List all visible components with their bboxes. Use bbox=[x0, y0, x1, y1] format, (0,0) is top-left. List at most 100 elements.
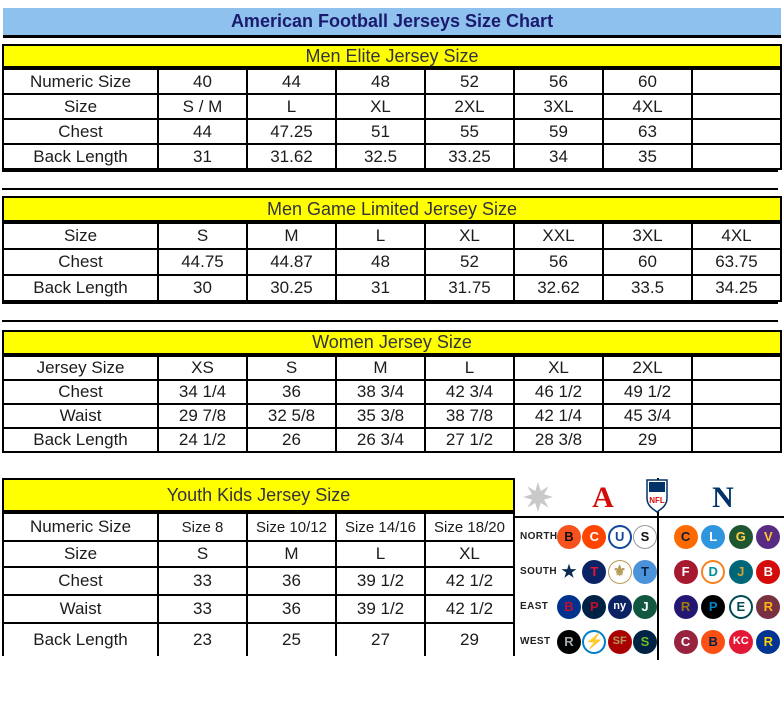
table-cell: 52 bbox=[426, 70, 513, 93]
division-row-east: EAST B P ny J R P E R bbox=[517, 589, 784, 624]
table-cell: XL bbox=[426, 224, 513, 248]
table-cell: M bbox=[337, 357, 424, 379]
row-label: Numeric Size bbox=[4, 514, 157, 540]
table-cell bbox=[693, 381, 780, 403]
table-cell: 34 1/4 bbox=[159, 381, 246, 403]
table-cell: XL bbox=[337, 95, 424, 118]
row-label: Waist bbox=[4, 596, 157, 622]
men-game-limited-table: Size S M L XL XXL 3XL 4XL Chest 44.75 44… bbox=[2, 222, 782, 302]
table-cell bbox=[693, 95, 780, 118]
table-cell: 34 bbox=[515, 145, 602, 168]
table-cell: 46 1/2 bbox=[515, 381, 602, 403]
table-cell: 39 1/2 bbox=[337, 568, 424, 594]
row-label: Back Length bbox=[4, 145, 157, 168]
table-cell: 30.25 bbox=[248, 276, 335, 300]
table-cell: 42 3/4 bbox=[426, 381, 513, 403]
section-divider bbox=[2, 302, 778, 322]
table-cell: 32.62 bbox=[515, 276, 602, 300]
row-label: Chest bbox=[4, 120, 157, 143]
bills-logo: B bbox=[557, 594, 581, 619]
table-cell: 33 bbox=[159, 596, 246, 622]
redskins-logo: R bbox=[756, 594, 781, 619]
table-cell: L bbox=[248, 95, 335, 118]
nfc-logo: N bbox=[712, 481, 734, 514]
row-label: Chest bbox=[4, 381, 157, 403]
table-cell: 35 3/8 bbox=[337, 405, 424, 427]
afc-logo: A bbox=[592, 481, 614, 514]
row-label: Back Length bbox=[4, 429, 157, 451]
table-cell: Size 8 bbox=[159, 514, 246, 540]
row-label: Size bbox=[4, 95, 157, 118]
table-cell: S bbox=[248, 357, 335, 379]
table-cell: 60 bbox=[604, 250, 691, 274]
table-cell: 4XL bbox=[604, 95, 691, 118]
table-cell: 60 bbox=[604, 70, 691, 93]
buccaneers-logo: B bbox=[756, 559, 781, 584]
division-label: SOUTH bbox=[520, 566, 557, 577]
table-cell: XS bbox=[159, 357, 246, 379]
ravens-logo: R bbox=[673, 594, 698, 619]
table-cell: 23 bbox=[159, 624, 246, 656]
table-cell: 31 bbox=[337, 276, 424, 300]
section-header-women: Women Jersey Size bbox=[2, 330, 782, 355]
table-cell bbox=[693, 429, 780, 451]
table-cell: 31.75 bbox=[426, 276, 513, 300]
table-cell bbox=[693, 145, 780, 168]
table-cell: 28 3/8 bbox=[515, 429, 602, 451]
table-cell: 40 bbox=[159, 70, 246, 93]
table-cell: 26 bbox=[248, 429, 335, 451]
row-label: Numeric Size bbox=[4, 70, 157, 93]
row-label: Chest bbox=[4, 568, 157, 594]
table-cell: 52 bbox=[426, 250, 513, 274]
titans-logo: T bbox=[632, 559, 657, 584]
seahawks-logo: S bbox=[632, 629, 657, 654]
table-cell: 38 7/8 bbox=[426, 405, 513, 427]
svg-text:NFL: NFL bbox=[649, 496, 665, 505]
logo-header-underline bbox=[515, 516, 784, 518]
table-cell: 31 bbox=[159, 145, 246, 168]
chargers-logo: ⚡ bbox=[582, 629, 607, 654]
table-cell: 56 bbox=[515, 250, 602, 274]
jaguars-logo: J bbox=[728, 559, 753, 584]
table-cell: 36 bbox=[248, 381, 335, 403]
table-cell: 30 bbox=[159, 276, 246, 300]
raiders-logo: R bbox=[557, 629, 581, 654]
lions-logo: L bbox=[701, 524, 726, 549]
cardinals-logo: C bbox=[673, 629, 698, 654]
table-cell: 35 bbox=[604, 145, 691, 168]
table-cell: 27 1/2 bbox=[426, 429, 513, 451]
row-label: Back Length bbox=[4, 276, 157, 300]
table-cell: 2XL bbox=[426, 95, 513, 118]
youth-table: Numeric Size Size 8 Size 10/12 Size 14/1… bbox=[2, 512, 515, 656]
table-cell: 25 bbox=[248, 624, 335, 656]
bengals-logo: B bbox=[557, 524, 581, 549]
table-cell: 29 7/8 bbox=[159, 405, 246, 427]
table-cell: 38 3/4 bbox=[337, 381, 424, 403]
packers-logo: G bbox=[728, 524, 753, 549]
49ers-logo: SF bbox=[607, 629, 632, 654]
division-label: EAST bbox=[520, 601, 549, 612]
row-label: Size bbox=[4, 542, 157, 566]
table-cell: 63 bbox=[604, 120, 691, 143]
table-cell: 29 bbox=[426, 624, 513, 656]
table-cell: 33 bbox=[159, 568, 246, 594]
row-label: Size bbox=[4, 224, 157, 248]
table-cell: 56 bbox=[515, 70, 602, 93]
browns-logo: C bbox=[582, 524, 607, 549]
table-cell: S bbox=[159, 224, 246, 248]
table-cell: 48 bbox=[337, 250, 424, 274]
row-label: Back Length bbox=[4, 624, 157, 656]
table-cell: 3XL bbox=[515, 95, 602, 118]
table-cell: 29 bbox=[604, 429, 691, 451]
table-cell: 55 bbox=[426, 120, 513, 143]
division-label: WEST bbox=[520, 636, 551, 647]
table-cell bbox=[693, 357, 780, 379]
table-cell: M bbox=[248, 542, 335, 566]
table-cell: 51 bbox=[337, 120, 424, 143]
table-cell: M bbox=[248, 224, 335, 248]
vikings-logo: V bbox=[756, 524, 781, 549]
conference-divider-line bbox=[657, 478, 659, 660]
broncos-logo: B bbox=[701, 629, 726, 654]
page-title: American Football Jerseys Size Chart bbox=[3, 8, 781, 38]
table-cell: 63.75 bbox=[693, 250, 780, 274]
